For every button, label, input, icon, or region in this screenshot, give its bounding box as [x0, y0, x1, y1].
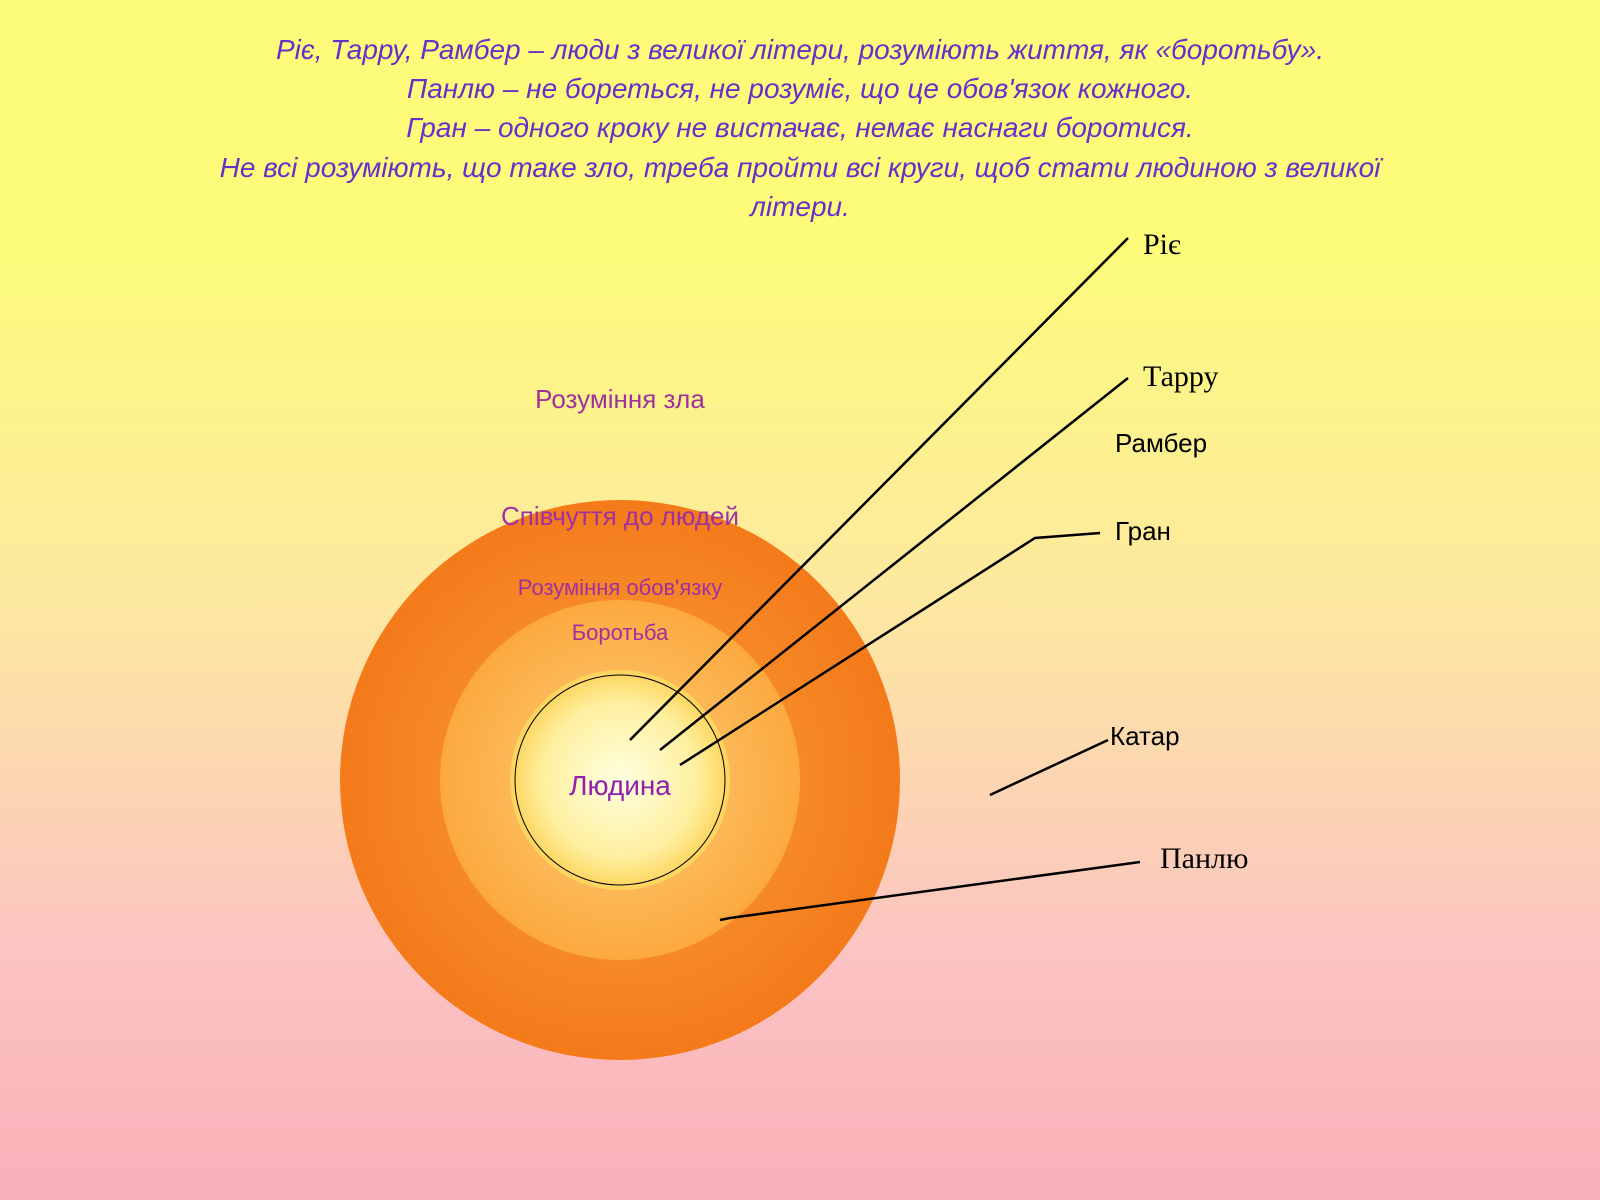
label-rie: Рiє — [1143, 228, 1181, 261]
ring-label-2: Спiвчуття до людей — [501, 501, 739, 531]
concentric-diagram: Розумiння зла Спiвчуття до людей Розумiн… — [0, 0, 1600, 1200]
ring-label-3: Розумiння обов'язку — [518, 575, 722, 600]
center-label: Людина — [569, 770, 671, 801]
connector-katar — [990, 740, 1108, 795]
ring-label-4: Боротьба — [572, 620, 669, 645]
label-katar: Катар — [1110, 721, 1180, 751]
label-tarru: Тарру — [1143, 360, 1219, 393]
label-gran: Гран — [1115, 516, 1171, 546]
label-ramber: Рамбер — [1115, 428, 1207, 458]
connector-rie — [630, 238, 1128, 740]
ring-label-1: Розумiння зла — [535, 384, 705, 414]
label-panlyu: Панлю — [1160, 842, 1248, 875]
